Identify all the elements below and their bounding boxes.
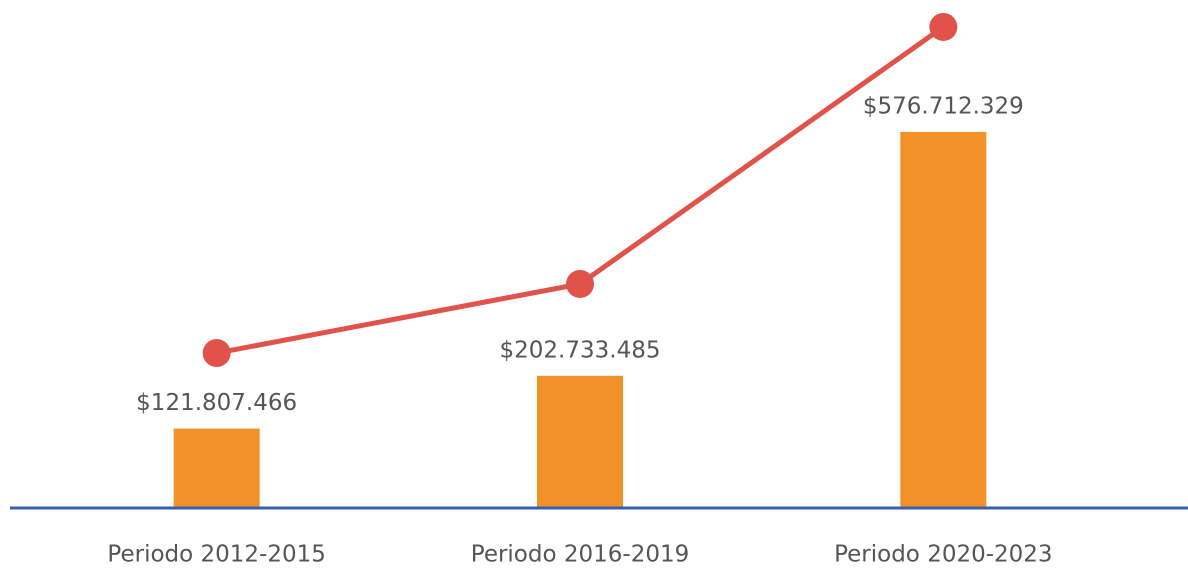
line-marker: [929, 12, 958, 41]
line-marker: [566, 269, 594, 298]
bar: [173, 428, 260, 508]
value-label: $121.807.466: [136, 390, 297, 416]
x-tick-label: Periodo 2012-2015: [107, 542, 325, 568]
line: [216, 24, 945, 356]
bar: [900, 131, 987, 509]
value-label: $202.733.485: [500, 337, 661, 363]
x-tick-label: Periodo 2016-2019: [471, 542, 689, 568]
x-tick-label: Periodo 2020-2023: [834, 542, 1052, 568]
value-label: $576.712.329: [863, 93, 1024, 119]
line-marker: [202, 339, 231, 368]
bar: [537, 375, 623, 508]
